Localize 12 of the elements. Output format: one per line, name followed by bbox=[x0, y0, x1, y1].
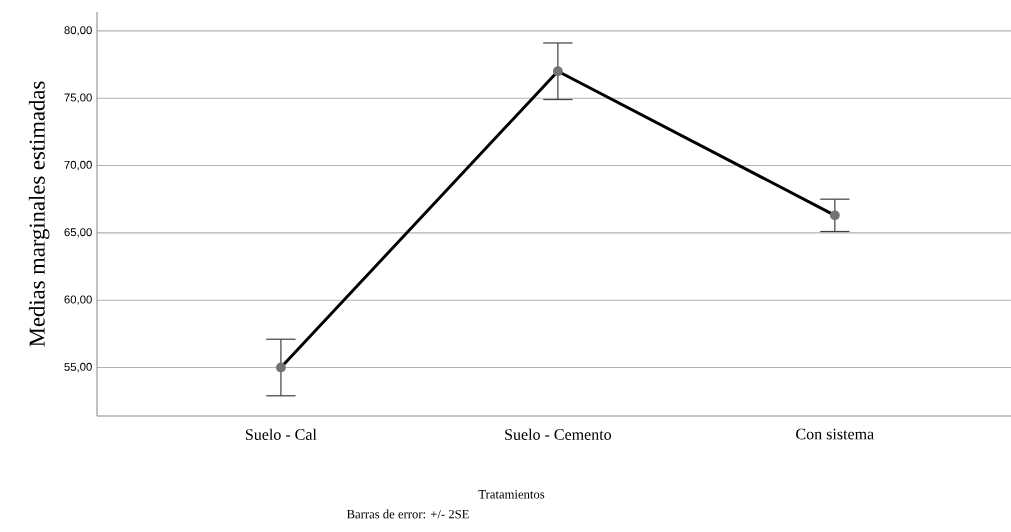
x-tick-label: Con sistema bbox=[796, 428, 874, 440]
y-tick-label: 55,00 bbox=[64, 362, 92, 373]
x-tick-label: Suelo - Cal bbox=[245, 428, 317, 440]
x-axis-title: Tratamientos bbox=[478, 490, 545, 499]
y-tick-label: 80,00 bbox=[64, 26, 92, 36]
y-tick-label: 65,00 bbox=[64, 228, 92, 238]
y-tick-label: 70,00 bbox=[64, 160, 92, 171]
y-tick-label: 75,00 bbox=[64, 93, 92, 103]
text: Barras de error: +/- 2SE bbox=[346, 509, 469, 519]
y-axis-title: Medias marginales estimadas bbox=[28, 81, 50, 347]
y-tick-label: 60,00 bbox=[64, 295, 92, 305]
x-tick-label: Suelo - Cemento bbox=[505, 428, 612, 440]
